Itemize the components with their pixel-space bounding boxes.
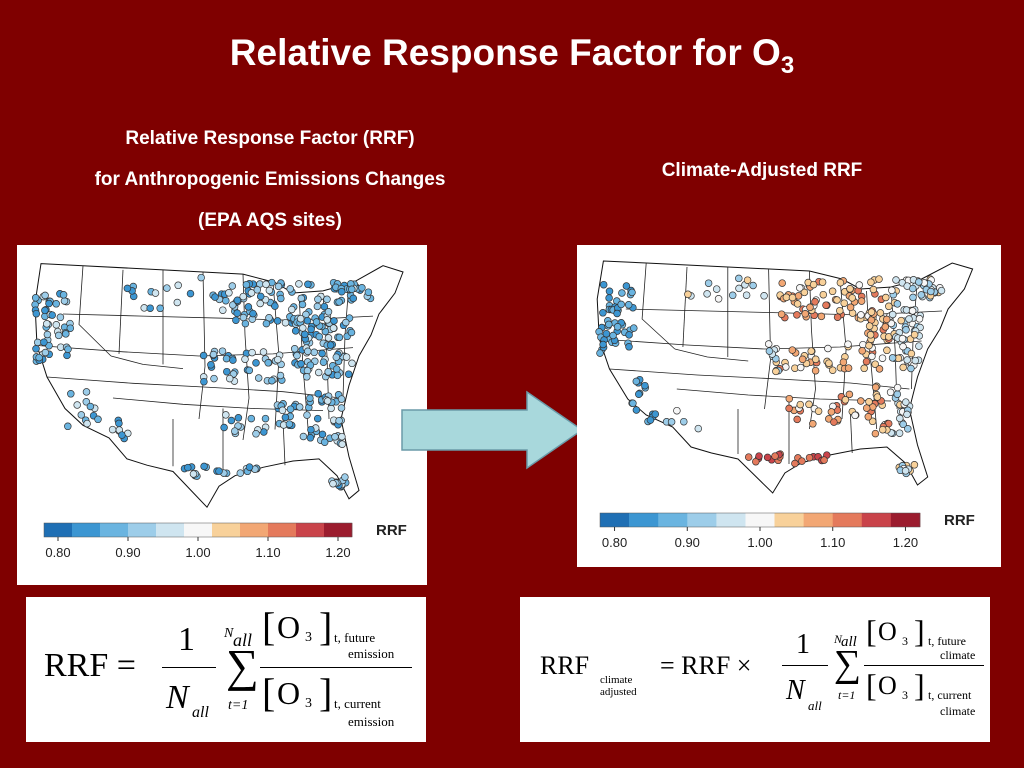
left-heading-line: Relative Response Factor (RRF) <box>125 128 415 149</box>
svg-text:1.00: 1.00 <box>185 545 210 560</box>
num-three: 3 <box>305 630 312 645</box>
rrf-map-figure: 0.80 0.90 1.00 1.10 1.20 RRF <box>31 263 407 560</box>
formula-one: 1 <box>178 621 195 658</box>
den-sub2: emission <box>348 714 395 729</box>
bracket: [ <box>262 670 276 715</box>
rrf-map-panel: 0.80 0.90 1.00 1.10 1.20 RRF <box>17 245 427 585</box>
color-legend: 0.80 0.90 1.00 1.10 1.20 RRF <box>599 512 975 550</box>
den-sub: t, current <box>334 696 381 711</box>
svg-text:RRF: RRF <box>944 512 975 529</box>
svg-text:1.20: 1.20 <box>325 545 350 560</box>
sum-upper-n: N <box>834 632 843 646</box>
left-heading-line: (EPA AQS sites) <box>198 210 342 231</box>
sum-lower: t=1 <box>838 688 856 702</box>
num-sub: t, future <box>928 634 966 648</box>
bracket: ] <box>914 613 925 649</box>
formula-n-sub: all <box>192 704 209 721</box>
num-o: O <box>878 617 897 646</box>
den-o: O <box>277 675 301 711</box>
svg-text:1.10: 1.10 <box>255 545 280 560</box>
slide-title: Relative Response Factor for O3 <box>229 32 795 79</box>
site-markers <box>31 273 375 491</box>
bracket: ] <box>319 604 333 649</box>
formula-lhs: RRF <box>540 651 590 680</box>
formula-n-sub: all <box>808 698 822 713</box>
rrf-formula: RRF = 1 N all N all ∑ t=1 [ O 3 ] t, fut… <box>26 597 426 742</box>
sigma-icon: ∑ <box>834 643 862 685</box>
formula-lhs-sub2: adjusted <box>600 686 637 698</box>
svg-text:0.90: 0.90 <box>115 545 140 560</box>
formula-lhs: RRF = <box>44 647 136 684</box>
climate-rrf-formula: RRF climate adjusted = RRF × 1 N all N a… <box>520 597 990 742</box>
sum-upper-n: N <box>224 626 234 641</box>
num-o: O <box>277 609 301 645</box>
bracket: [ <box>262 604 276 649</box>
formula-n: N <box>786 675 805 706</box>
right-heading: Climate-Adjusted RRF <box>661 160 863 181</box>
formula-n: N <box>166 679 189 716</box>
sum-lower: t=1 <box>228 698 249 713</box>
num-sub: t, future <box>334 630 376 645</box>
svg-text:1.20: 1.20 <box>893 535 918 550</box>
num-sub2: climate <box>940 648 976 662</box>
svg-text:0.80: 0.80 <box>45 545 70 560</box>
formula-eq: = RRF × <box>660 651 752 680</box>
color-legend: 0.80 0.90 1.00 1.10 1.20 RRF <box>43 522 407 560</box>
svg-text:0.80: 0.80 <box>602 535 627 550</box>
sum-upper-all: all <box>233 630 253 650</box>
den-sub2: climate <box>940 704 976 718</box>
formula-one: 1 <box>796 629 810 660</box>
den-three: 3 <box>902 688 908 702</box>
formula-lhs-sub1: climate <box>600 674 633 686</box>
svg-text:RRF: RRF <box>376 522 407 539</box>
climate-adjusted-map-panel: 0.80 0.90 1.00 1.10 1.20 RRF <box>577 245 1001 567</box>
climate-adjusted-map-figure: 0.80 0.90 1.00 1.10 1.20 RRF <box>595 260 975 550</box>
sigma-icon: ∑ <box>226 640 259 691</box>
bracket: [ <box>866 613 877 649</box>
den-o: O <box>878 671 897 700</box>
svg-text:0.90: 0.90 <box>675 535 700 550</box>
svg-text:1.00: 1.00 <box>747 535 772 550</box>
site-markers <box>595 274 946 478</box>
bracket: [ <box>866 667 877 703</box>
bracket: ] <box>914 667 925 703</box>
den-three: 3 <box>305 696 312 711</box>
right-arrow-icon <box>401 390 584 470</box>
left-heading: Relative Response Factor (RRF) for Anthr… <box>40 118 500 241</box>
left-heading-line: for Anthropogenic Emissions Changes <box>94 169 446 190</box>
sum-upper-all: all <box>841 634 857 650</box>
svg-text:1.10: 1.10 <box>820 535 845 550</box>
num-sub2: emission <box>348 646 395 661</box>
bracket: ] <box>319 670 333 715</box>
den-sub: t, current <box>928 688 972 702</box>
num-three: 3 <box>902 634 908 648</box>
